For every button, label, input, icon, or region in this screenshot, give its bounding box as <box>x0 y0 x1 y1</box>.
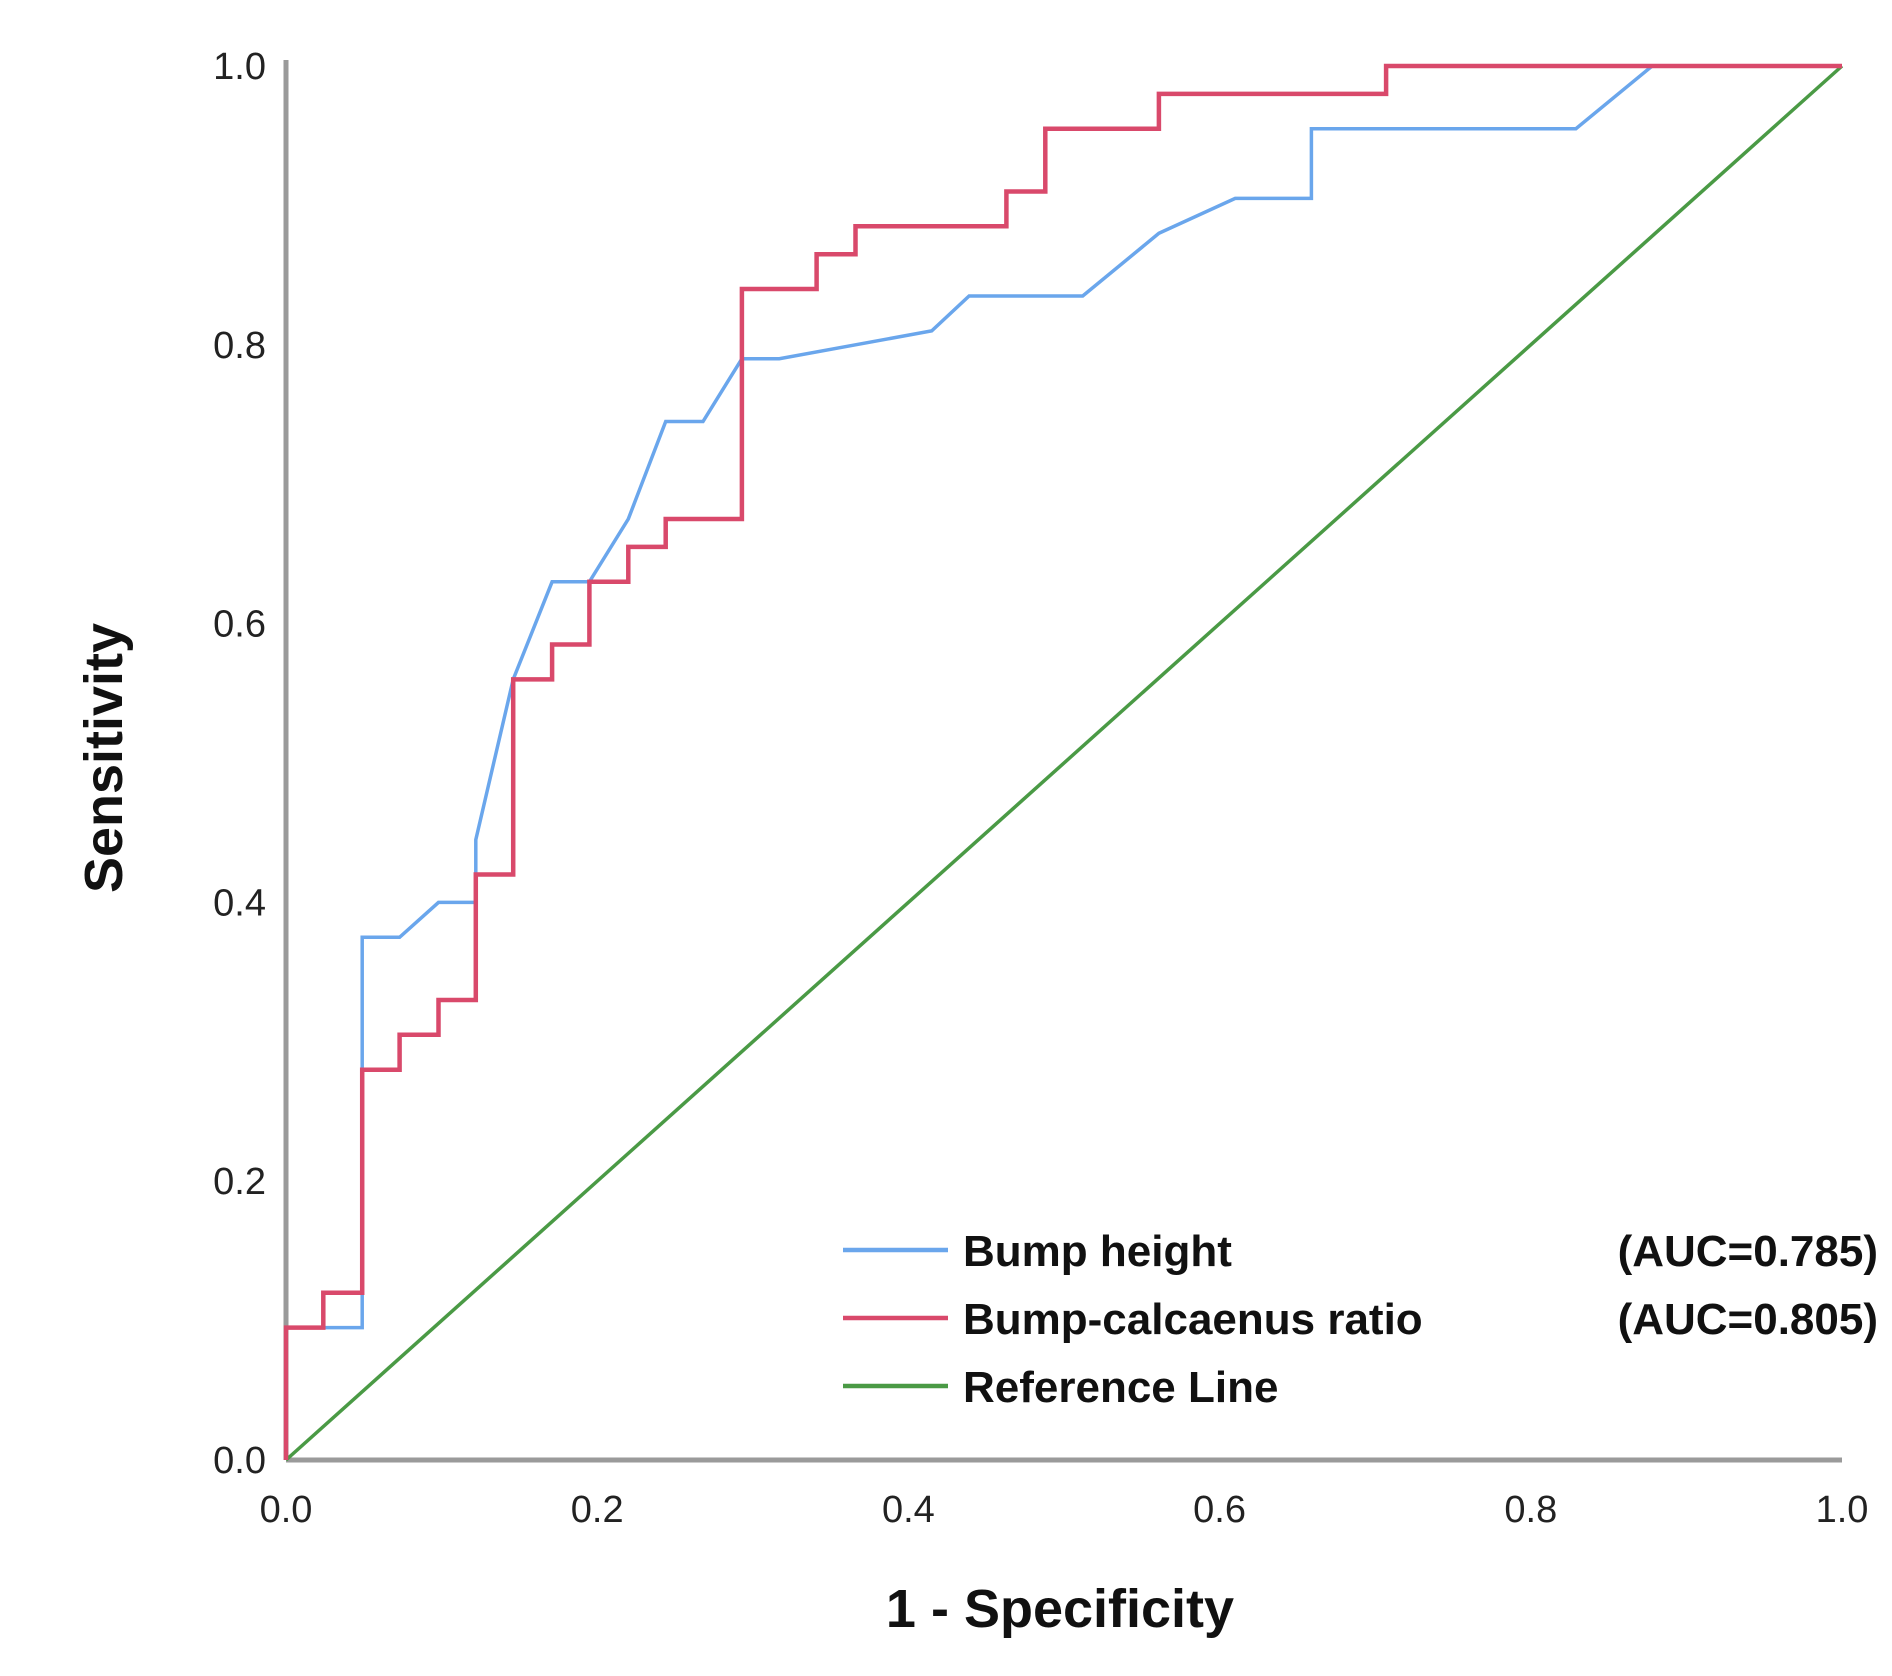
x-axis-title: 1 - Specificity <box>886 1579 1234 1639</box>
axes: 0.0 0.2 0.4 0.6 0.8 1.0 0.0 0.2 0.4 0.6 0.8 1.0 <box>213 46 1868 1531</box>
legend: Bump height (AUC=0.785) Bump-calcaenus rat… <box>843 1227 1878 1412</box>
y-axis-title: Sensitivity <box>74 623 134 893</box>
y-tick-label: 1.0 <box>213 46 266 88</box>
x-tick-label: 0.4 <box>882 1489 935 1531</box>
series-line-bump-height <box>284 64 1842 1460</box>
x-tick-label: 1.0 <box>1816 1489 1869 1531</box>
y-tick-label: 0.4 <box>213 882 266 924</box>
y-tick-label: 0.2 <box>213 1161 266 1203</box>
plot-area <box>283 63 1844 1462</box>
series-line-bump-calcaenus-ratio <box>283 63 1842 1460</box>
legend-auc-bump-height: (AUC=0.785) <box>1618 1227 1878 1276</box>
x-tick-label: 0.6 <box>1193 1489 1246 1531</box>
y-tick-label: 0.0 <box>213 1440 266 1482</box>
y-tick-label: 0.8 <box>213 325 266 367</box>
series-line-reference-line <box>284 64 1844 1462</box>
x-tick-label: 0.2 <box>571 1489 624 1531</box>
legend-auc-bump-calcaenus-ratio: (AUC=0.805) <box>1618 1295 1878 1344</box>
legend-label-reference-line: Reference Line <box>963 1363 1278 1412</box>
legend-label-bump-height: Bump height <box>963 1227 1232 1276</box>
x-tick-label: 0.0 <box>260 1489 313 1531</box>
x-tick-label: 0.8 <box>1504 1489 1557 1531</box>
y-tick-label: 0.6 <box>213 604 266 646</box>
legend-label-bump-calcaenus-ratio: Bump-calcaenus ratio <box>963 1295 1423 1344</box>
